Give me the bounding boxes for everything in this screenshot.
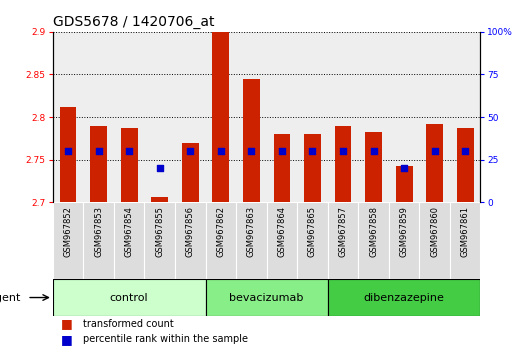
Bar — [395, 166, 412, 202]
Text: GSM967852: GSM967852 — [63, 206, 72, 257]
Point — [125, 148, 134, 154]
Bar — [267, 202, 297, 279]
Text: GSM967855: GSM967855 — [155, 206, 164, 257]
Point — [370, 148, 378, 154]
Text: dibenzazepine: dibenzazepine — [364, 292, 445, 303]
Bar — [297, 202, 328, 279]
Text: GSM967853: GSM967853 — [94, 206, 103, 257]
Bar — [304, 134, 321, 202]
Text: GDS5678 / 1420706_at: GDS5678 / 1420706_at — [53, 16, 214, 29]
Bar — [335, 126, 352, 202]
Bar — [426, 124, 443, 202]
Point — [308, 148, 317, 154]
Text: GSM967865: GSM967865 — [308, 206, 317, 257]
Bar — [152, 197, 168, 202]
Text: GSM967854: GSM967854 — [125, 206, 134, 257]
Text: ■: ■ — [61, 333, 73, 346]
Bar — [328, 202, 359, 279]
Bar — [175, 202, 205, 279]
Bar — [145, 202, 175, 279]
Point — [95, 148, 103, 154]
Point — [278, 148, 286, 154]
Bar — [53, 279, 205, 316]
Text: bevacizumab: bevacizumab — [230, 292, 304, 303]
Bar — [60, 107, 77, 202]
Text: transformed count: transformed count — [83, 319, 174, 329]
Point — [430, 148, 439, 154]
Bar — [182, 143, 199, 202]
Point — [64, 148, 72, 154]
Bar — [90, 126, 107, 202]
Text: GSM967857: GSM967857 — [338, 206, 347, 257]
Bar — [205, 202, 236, 279]
Bar — [114, 202, 145, 279]
Bar — [389, 202, 419, 279]
Text: percentile rank within the sample: percentile rank within the sample — [83, 334, 248, 344]
Text: GSM967856: GSM967856 — [186, 206, 195, 257]
Point — [156, 165, 164, 171]
Bar — [212, 32, 229, 202]
Bar — [53, 202, 83, 279]
Bar — [236, 202, 267, 279]
Text: agent: agent — [0, 292, 21, 303]
Text: GSM967858: GSM967858 — [369, 206, 378, 257]
Text: GSM967861: GSM967861 — [461, 206, 470, 257]
Text: control: control — [110, 292, 148, 303]
Bar — [243, 79, 260, 202]
Text: GSM967860: GSM967860 — [430, 206, 439, 257]
Point — [216, 148, 225, 154]
Bar — [359, 202, 389, 279]
Text: GSM967864: GSM967864 — [277, 206, 286, 257]
Bar — [365, 132, 382, 202]
Bar — [328, 279, 480, 316]
Text: GSM967862: GSM967862 — [216, 206, 225, 257]
Point — [339, 148, 347, 154]
Point — [461, 148, 469, 154]
Bar — [274, 134, 290, 202]
Point — [186, 148, 194, 154]
Bar — [419, 202, 450, 279]
Bar — [450, 202, 480, 279]
Text: ■: ■ — [61, 318, 73, 330]
Text: GSM967859: GSM967859 — [400, 206, 409, 257]
Bar — [83, 202, 114, 279]
Point — [247, 148, 256, 154]
Point — [400, 165, 408, 171]
Bar — [205, 279, 328, 316]
Bar — [121, 128, 138, 202]
Bar — [457, 128, 474, 202]
Text: GSM967863: GSM967863 — [247, 206, 256, 257]
